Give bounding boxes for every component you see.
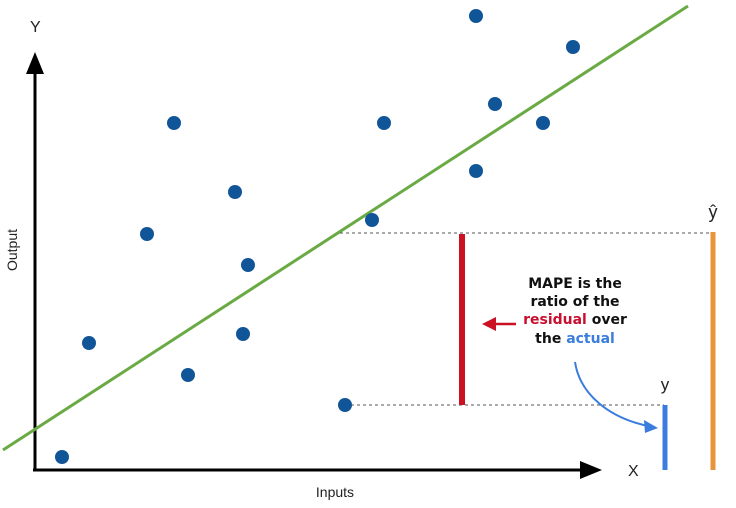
residual-pointer-arrowhead — [482, 317, 496, 331]
actual-pointer-arrowhead — [644, 420, 658, 433]
data-point — [566, 40, 580, 54]
data-point — [181, 368, 195, 382]
the-word: the — [535, 331, 566, 347]
data-point — [82, 336, 96, 350]
mape-annotation-line-4: the actual — [535, 331, 615, 347]
data-point — [167, 116, 181, 130]
data-point — [365, 213, 379, 227]
over-word: over — [587, 312, 627, 328]
x-axis-letter: X — [628, 463, 639, 480]
mape-annotation-line-2: ratio of the — [530, 294, 619, 310]
data-point — [236, 327, 250, 341]
data-point — [55, 450, 69, 464]
data-point — [338, 398, 352, 412]
actual-marker-label: y — [661, 375, 670, 394]
predicted-marker-label: ŷ — [709, 202, 718, 222]
data-points — [55, 9, 580, 464]
x-axis-title: Inputs — [316, 484, 354, 500]
data-point — [469, 164, 483, 178]
actual-word: actual — [566, 331, 615, 347]
actual-pointer-arrow — [574, 361, 649, 427]
residual-word: residual — [523, 312, 587, 328]
data-point — [140, 227, 154, 241]
data-point — [488, 97, 502, 111]
data-point — [536, 116, 550, 130]
y-axis-arrowhead — [26, 52, 44, 74]
data-point — [228, 185, 242, 199]
data-point — [241, 258, 255, 272]
mape-annotation-line-3: residual over — [523, 312, 627, 328]
data-point — [377, 116, 391, 130]
regression-line — [2, 4, 689, 452]
y-axis-title: Output — [4, 229, 20, 271]
mape-annotation-line-1: MAPE is the — [528, 276, 622, 292]
data-point — [469, 9, 483, 23]
y-axis-letter: Y — [30, 19, 41, 36]
x-axis-arrowhead — [580, 461, 602, 479]
